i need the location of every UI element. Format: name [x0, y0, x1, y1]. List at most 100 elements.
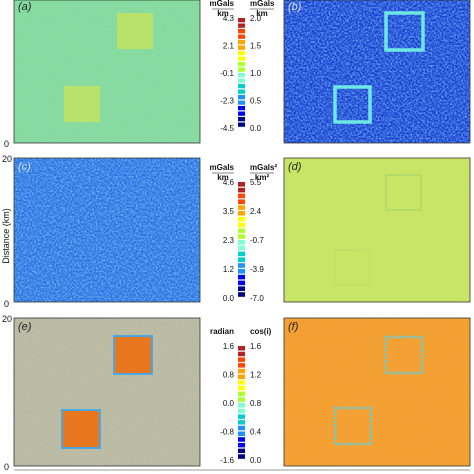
colorbar-2-cell: [238, 263, 245, 268]
colorbar-3-right-tick: 0.4: [250, 428, 262, 437]
colorbar-3-left-tick: -1.6: [220, 456, 234, 465]
colorbar-1-right-tick: 0.0: [250, 124, 262, 133]
colorbar-1-left-unit-den: km: [217, 9, 229, 18]
colorbar-2-cell: [238, 257, 245, 262]
colorbar-3-right-tick: 0.8: [250, 399, 262, 408]
colorbar-2-cell: [238, 269, 245, 274]
colorbar-1-cell: [238, 56, 245, 61]
panel-d-label: (d): [288, 161, 302, 173]
ytick-bottom-row1: 0: [4, 139, 9, 149]
colorbar-2-right-unit: mGals²: [250, 163, 277, 172]
panel-b-label: (b): [288, 1, 302, 13]
colorbar-3-cell: [238, 403, 245, 408]
colorbar-3-left-tick: 1.6: [223, 342, 235, 351]
panel-e: (e): [13, 317, 201, 467]
colorbar-2-cell: [238, 228, 245, 233]
colorbar-2-left-tick: 0.0: [223, 294, 235, 303]
colorbar-2-cell: [238, 240, 245, 245]
colorbar-2-right-tick: -0.7: [250, 236, 264, 245]
colorbar-3-cell: [238, 414, 245, 419]
colorbar-3-cell: [238, 442, 245, 448]
panel-a-label: (a): [18, 1, 32, 13]
colorbar-3-right-tick: 1.6: [250, 342, 262, 351]
colorbar-2-cell: [238, 274, 245, 280]
colorbar-2-right-tick: 5.5: [250, 178, 262, 187]
ytick-top-row3: 20: [2, 314, 12, 324]
colorbar-1-cell: [238, 122, 245, 127]
colorbar-1-cell: [238, 78, 245, 83]
colorbar-3-left-tick: -0.8: [220, 428, 234, 437]
colorbar-1-cell: [238, 106, 245, 111]
colorbar-2-cell: [238, 199, 245, 204]
colorbar-2-cell: [238, 222, 245, 228]
colorbar-1-cell: [238, 117, 245, 122]
colorbar-2-right-unit-den: km²: [255, 173, 270, 182]
colorbar-3: radian cos(i) 1.6 1.6 0.8 1.2 0.0 0.8 -0.8 0.4 -1.…: [210, 327, 272, 465]
colorbar-3-cell: [238, 374, 245, 379]
colorbar-1-right-unit-den: km: [256, 9, 268, 18]
colorbar-2-left-tick: 4.6: [223, 178, 235, 187]
colorbar-2-cell: [238, 286, 245, 291]
colorbar-2-cell: [238, 182, 245, 187]
y-axis-label: Distance (km): [1, 208, 11, 264]
colorbar-2-cell: [238, 234, 245, 239]
colorbar-1-right-tick: 0.5: [250, 97, 262, 106]
colorbar-3-cell: [238, 397, 245, 402]
colorbar-3-cell: [238, 368, 245, 374]
colorbar-2-left-unit: mGals: [210, 163, 235, 172]
colorbar-2-cell: [238, 205, 245, 210]
colorbar-1-cell: [238, 89, 245, 94]
colorbar-1-left-tick: 2.1: [223, 42, 235, 51]
colorbar-3-left-tick: 0.0: [223, 399, 235, 408]
row-1-ticks: 0: [4, 139, 9, 149]
colorbar-1-cell: [238, 40, 245, 45]
colorbar-1-cell: [238, 100, 245, 105]
colorbar-3-right-unit: cos(i): [250, 327, 272, 336]
colorbar-3-cell: [238, 448, 245, 454]
panel-f: (f): [283, 317, 471, 467]
colorbar-3-left-unit: radian: [210, 327, 234, 336]
colorbar-2-cell: [238, 211, 245, 216]
colorbar-1-cell: [238, 18, 245, 23]
colorbar-3-cell: [238, 380, 245, 385]
colorbar-2-cell: [238, 251, 245, 257]
colorbar-2-cell: [238, 280, 245, 286]
panel-d: (d): [283, 157, 471, 303]
colorbar-1-left-tick: -0.1: [220, 69, 234, 78]
colorbar-1-cell: [238, 95, 245, 100]
row-2-ticks: 20 0: [2, 154, 12, 309]
colorbar-2-cell: [238, 187, 245, 193]
colorbar-1-left-tick: 4.3: [223, 14, 235, 23]
colorbar-2-left-tick: 2.3: [223, 236, 235, 245]
colorbar-2-right-tick: -7.0: [250, 294, 264, 303]
colorbar-1-cell: [238, 73, 245, 78]
colorbar-3-cell: [238, 363, 245, 368]
colorbar-1-left-unit: mGals: [210, 0, 235, 8]
colorbar-2-cell: [238, 292, 245, 297]
colorbar-1-right-unit: mGals: [250, 0, 275, 8]
colorbar-3-cell: [238, 391, 245, 397]
colorbar-3-cell: [238, 437, 245, 442]
colorbar-3-cell: [238, 425, 245, 431]
panel-b: (b): [283, 0, 471, 144]
colorbar-3-right-tick: 0.0: [250, 456, 262, 465]
colorbar-1-cell: [238, 51, 245, 56]
colorbar-1-right-tick: 1.0: [250, 69, 262, 78]
colorbar-2-right-tick: -3.9: [250, 265, 264, 274]
colorbar-2-cell: [238, 193, 245, 199]
panel-c: (c): [13, 157, 201, 303]
colorbar-2-left-tick: 3.5: [223, 207, 235, 216]
colorbar-3-left-tick: 0.8: [223, 371, 235, 380]
colorbar-1-left-tick: -2.3: [220, 97, 234, 106]
colorbar-1-right-tick: 1.5: [250, 42, 262, 51]
colorbar-3-cell: [238, 346, 245, 351]
colorbar-1-right-tick: 2.0: [250, 14, 262, 23]
colorbar-3-right-tick: 1.2: [250, 371, 262, 380]
ytick-bottom-row2: 0: [4, 299, 9, 309]
colorbar-3-cell: [238, 351, 245, 357]
colorbar-3-cell: [238, 420, 245, 425]
